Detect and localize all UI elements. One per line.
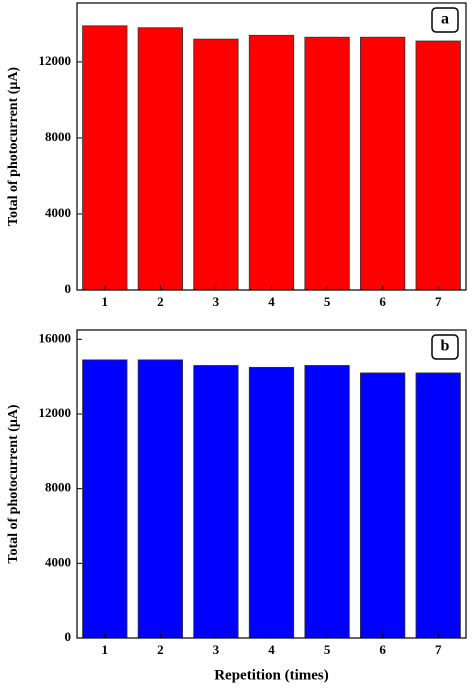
x-tick-label: 6 bbox=[379, 294, 386, 309]
y-tick-label: 0 bbox=[65, 281, 72, 296]
x-tick-label: 1 bbox=[102, 642, 109, 657]
x-tick-label: 7 bbox=[435, 294, 442, 309]
x-tick-label: 5 bbox=[324, 642, 331, 657]
bar bbox=[193, 38, 239, 291]
x-tick-label: 4 bbox=[268, 294, 275, 309]
bar bbox=[137, 359, 183, 639]
bar bbox=[304, 365, 350, 639]
bar bbox=[248, 366, 295, 639]
y-axis-label: Total of photocurrent (μA) bbox=[6, 67, 21, 227]
x-tick-label: 5 bbox=[324, 294, 331, 309]
bar bbox=[415, 40, 461, 291]
plot-frame bbox=[76, 2, 467, 291]
x-tick-label: 1 bbox=[102, 294, 109, 309]
y-tick-label: 8000 bbox=[45, 480, 71, 495]
bar bbox=[82, 25, 128, 291]
panel-label: b bbox=[441, 338, 450, 355]
x-tick-label: 3 bbox=[213, 642, 220, 657]
x-tick-label: 4 bbox=[268, 642, 275, 657]
panel-label: a bbox=[441, 11, 449, 28]
panel-label-box bbox=[431, 334, 459, 360]
y-axis-label: Total of photocurrent (μA) bbox=[6, 404, 21, 564]
bar bbox=[304, 36, 350, 291]
x-tick-label: 7 bbox=[435, 642, 442, 657]
y-tick-label: 4000 bbox=[45, 554, 71, 569]
bar bbox=[193, 365, 239, 639]
bar bbox=[248, 34, 295, 291]
plot-frame bbox=[76, 329, 467, 639]
y-tick-label: 4000 bbox=[45, 205, 71, 220]
x-tick-label: 2 bbox=[157, 294, 164, 309]
panel-label-box bbox=[431, 7, 459, 33]
bar bbox=[360, 36, 406, 291]
y-tick-label: 12000 bbox=[39, 53, 72, 68]
y-tick-label: 8000 bbox=[45, 129, 71, 144]
x-axis-label: Repetition (times) bbox=[214, 667, 329, 683]
x-tick-label: 2 bbox=[157, 642, 164, 657]
y-tick-label: 16000 bbox=[39, 330, 72, 345]
bar bbox=[415, 372, 461, 639]
bar bbox=[360, 372, 406, 639]
x-tick-label: 6 bbox=[379, 642, 386, 657]
x-tick-label: 3 bbox=[213, 294, 220, 309]
bar bbox=[137, 27, 183, 291]
y-tick-label: 12000 bbox=[39, 405, 72, 420]
y-tick-label: 0 bbox=[65, 629, 72, 644]
bar bbox=[82, 359, 128, 639]
